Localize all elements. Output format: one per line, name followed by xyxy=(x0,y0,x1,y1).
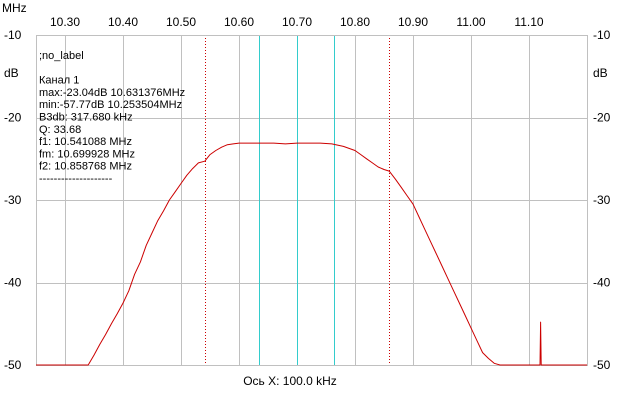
info-line: min:-57.77dB 10.253504MHz xyxy=(39,99,182,111)
y-tick-label-left: -20 xyxy=(4,111,22,125)
grid xyxy=(36,35,587,366)
y-unit-label-left: dB xyxy=(4,66,19,80)
info-line: ;no_label xyxy=(39,50,84,62)
x-axis-label: Ось X: 100.0 kHz xyxy=(243,374,337,388)
y-tick-label-left: -40 xyxy=(4,276,22,290)
info-line: fm: 10.699928 MHz xyxy=(39,148,135,160)
y-tick-label-right: -20 xyxy=(593,111,611,125)
x-unit-label: MHz xyxy=(2,1,27,15)
y-tick-label-right: -40 xyxy=(593,276,611,290)
x-tick-labels: 10.30 10.40 10.50 10.60 10.70 10.80 10.90 11.00… xyxy=(50,15,544,29)
y-tick-label-right: -10 xyxy=(593,28,611,42)
y-tick-label-right: -50 xyxy=(593,358,611,372)
x-tick-label: 11.10 xyxy=(514,15,543,29)
x-tick-label: 10.60 xyxy=(224,15,254,29)
info-line: max:-23.04dB 10.631376MHz xyxy=(39,87,185,99)
x-tick-label: 10.90 xyxy=(398,15,428,29)
x-tick-label: 10.50 xyxy=(166,15,196,29)
info-line: f2: 10.858768 MHz xyxy=(39,161,132,173)
y-tick-labels-right: -10 -20 -30 -40 -50 xyxy=(593,28,611,372)
info-line: Q: 33.68 xyxy=(39,124,81,136)
y-tick-labels-left: -10 -20 -30 -40 -50 xyxy=(4,28,22,372)
info-line: f1: 10.541088 MHz xyxy=(39,136,132,148)
x-tick-label: 10.40 xyxy=(108,15,138,29)
y-tick-label-left: -10 xyxy=(4,28,22,42)
y-unit-label-right: dB xyxy=(593,66,608,80)
x-tick-label: 11.00 xyxy=(456,15,485,29)
series-line-0 xyxy=(36,142,587,366)
series-layer xyxy=(36,142,587,366)
x-tick-label: 10.30 xyxy=(50,15,80,29)
info-line: Канал 1 xyxy=(39,75,79,87)
plot-area-border xyxy=(36,35,588,366)
y-tick-label-left: -50 xyxy=(4,358,22,372)
y-tick-label-right: -30 xyxy=(593,193,611,207)
info-line: B3db: 317.680 kHz xyxy=(39,112,133,124)
x-tick-label: 10.80 xyxy=(340,15,370,29)
frequency-markers xyxy=(205,35,390,365)
info-line: -------------------- xyxy=(39,173,113,185)
y-tick-label-left: -30 xyxy=(4,193,22,207)
x-tick-label: 10.70 xyxy=(282,15,312,29)
